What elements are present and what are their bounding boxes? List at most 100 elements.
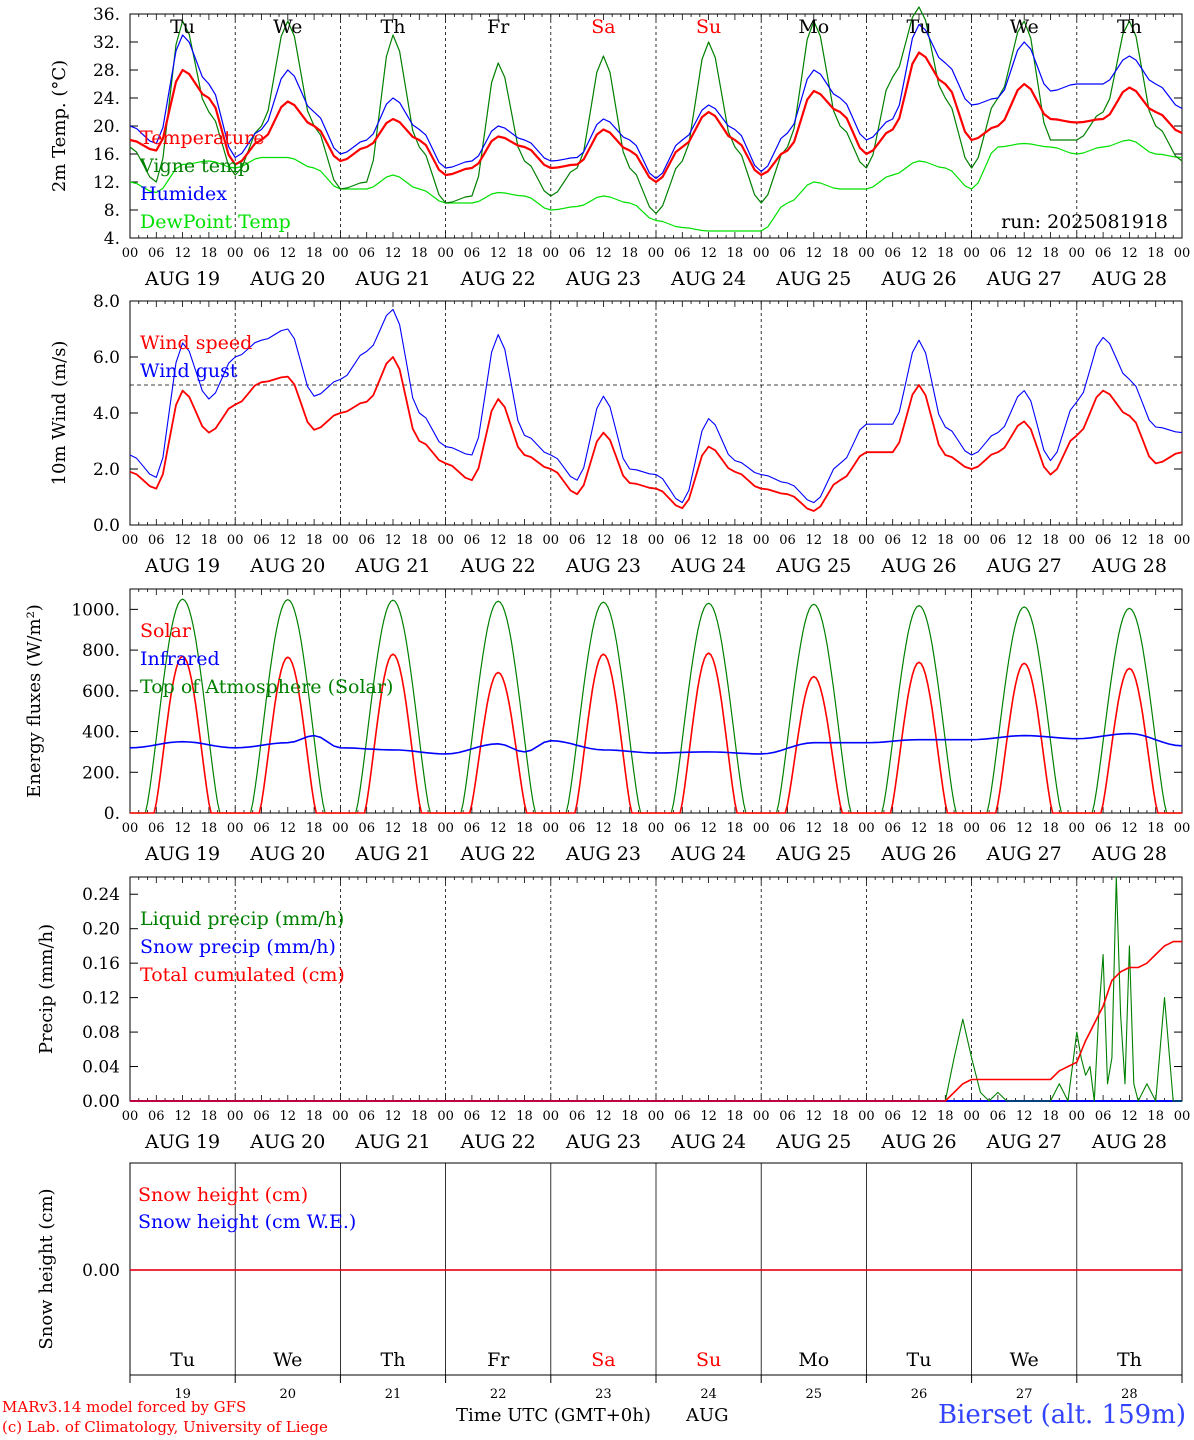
hour-tick-label: 18	[201, 533, 218, 548]
legend-entry: Total cumulated (cm)	[140, 964, 345, 986]
y-tick-label: 0.08	[82, 1023, 120, 1043]
y-tick-label: 1000.	[71, 600, 120, 620]
y-tick-label: 0.	[104, 804, 120, 824]
date-label: AUG 19	[144, 268, 220, 290]
date-label: AUG 26	[880, 1131, 956, 1153]
y-tick-label: 12.	[93, 173, 120, 193]
temperature-panel: 4. 8. 12. 16. 20. 24. 28. 32. 36. 2m Temp. (°C) Te…	[49, 5, 1190, 290]
hour-tick-label: 06	[990, 1109, 1007, 1124]
y-tick-label: 6.0	[93, 348, 120, 368]
hour-tick-label: 06	[358, 533, 375, 548]
series-line-liquid-precip	[130, 876, 1182, 1102]
date-label: AUG 21	[354, 268, 430, 290]
hour-tick-label: 00	[753, 1109, 770, 1124]
hour-tick-label: 18	[516, 246, 533, 261]
hour-tick-label: 12	[385, 533, 402, 548]
hour-tick-label: 18	[832, 246, 849, 261]
legend-entry: Solar	[140, 620, 192, 642]
weekday-label: Mo	[798, 16, 829, 38]
day-number-label: 22	[490, 1387, 507, 1402]
hour-tick-label: 00	[437, 1109, 454, 1124]
legend-entry: Vigne temp	[139, 155, 250, 177]
hour-tick-label: 00	[122, 246, 139, 261]
weekday-label: Th	[381, 16, 406, 38]
hour-tick-label: 00	[1069, 246, 1086, 261]
hour-tick-label: 12	[1016, 821, 1033, 836]
date-label: AUG 24	[670, 555, 746, 577]
date-label: AUG 26	[880, 555, 956, 577]
hour-tick-label: 00	[1174, 246, 1191, 261]
hour-tick-label: 00	[437, 533, 454, 548]
legend-entry: Liquid precip (mm/h)	[140, 908, 344, 930]
hour-tick-label: 18	[411, 533, 428, 548]
hour-tick-label: 18	[937, 246, 954, 261]
y-tick-label: 400.	[82, 723, 120, 743]
date-label: AUG 23	[565, 843, 641, 865]
hour-tick-label: 06	[464, 1109, 481, 1124]
weekday-label: Th	[1117, 1349, 1142, 1371]
hour-tick-label: 00	[227, 821, 244, 836]
hour-tick-label: 12	[806, 533, 823, 548]
y-tick-label: 4.	[104, 229, 120, 249]
date-label: AUG 22	[460, 1131, 536, 1153]
legend-entry: Top of Atmosphere (Solar)	[140, 676, 393, 698]
hour-tick-label: 06	[884, 533, 901, 548]
hour-tick-label: 18	[727, 821, 744, 836]
date-label: AUG 24	[670, 1131, 746, 1153]
date-label: AUG 23	[565, 1131, 641, 1153]
day-number-label: 27	[1016, 1387, 1033, 1402]
hour-tick-label: 06	[779, 821, 796, 836]
hour-tick-label: 18	[621, 246, 638, 261]
y-axis-label: Snow height (cm)	[36, 1188, 57, 1349]
weekday-label: Fr	[487, 1349, 510, 1371]
hour-tick-label: 06	[148, 533, 165, 548]
hour-tick-label: 00	[122, 1109, 139, 1124]
y-tick-label: 8.	[104, 201, 120, 221]
series-line-wind-speed	[129, 356, 1183, 512]
y-tick-label: 0.20	[82, 920, 120, 940]
hour-tick-label: 18	[727, 533, 744, 548]
hour-tick-label: 18	[411, 1109, 428, 1124]
date-label: AUG 25	[775, 555, 851, 577]
hour-tick-label: 12	[595, 246, 612, 261]
day-number-label: 25	[806, 1387, 823, 1402]
month-label: AUG	[686, 1405, 729, 1426]
y-tick-label: 0.12	[82, 989, 120, 1009]
date-label: AUG 23	[565, 555, 641, 577]
hour-tick-label: 00	[1069, 533, 1086, 548]
hour-tick-label: 00	[227, 1109, 244, 1124]
hour-tick-label: 18	[201, 1109, 218, 1124]
hour-tick-label: 18	[1147, 533, 1164, 548]
y-tick-label: 0.00	[82, 1261, 120, 1281]
date-label: AUG 28	[1091, 843, 1167, 865]
hour-tick-label: 06	[1095, 1109, 1112, 1124]
hour-tick-label: 06	[990, 533, 1007, 548]
hour-tick-label: 18	[832, 821, 849, 836]
hour-tick-label: 06	[779, 1109, 796, 1124]
hour-tick-label: 00	[858, 1109, 875, 1124]
hour-tick-label: 12	[911, 821, 928, 836]
weekday-label: Fr	[487, 16, 510, 38]
hour-tick-label: 12	[1121, 246, 1138, 261]
plot-frame	[129, 300, 1183, 526]
hour-tick-label: 18	[306, 533, 323, 548]
date-label: AUG 27	[986, 555, 1062, 577]
weekday-label: Tu	[907, 16, 932, 38]
hour-tick-label: 00	[1069, 821, 1086, 836]
hour-tick-label: 12	[595, 533, 612, 548]
hour-tick-label: 06	[884, 246, 901, 261]
hour-tick-label: 00	[1174, 1109, 1191, 1124]
legend-entry: Infrared	[140, 648, 220, 670]
hour-tick-label: 06	[674, 1109, 691, 1124]
y-tick-label: 24.	[93, 89, 120, 109]
hour-tick-label: 00	[437, 821, 454, 836]
hour-tick-label: 12	[280, 533, 297, 548]
hour-tick-label: 00	[122, 533, 139, 548]
hour-tick-label: 18	[1147, 246, 1164, 261]
hour-tick-label: 18	[516, 821, 533, 836]
day-number-label: 24	[700, 1387, 717, 1402]
hour-tick-label: 00	[858, 533, 875, 548]
day-number-label: 20	[280, 1387, 297, 1402]
hour-tick-label: 00	[1174, 533, 1191, 548]
hour-tick-label: 00	[543, 821, 560, 836]
